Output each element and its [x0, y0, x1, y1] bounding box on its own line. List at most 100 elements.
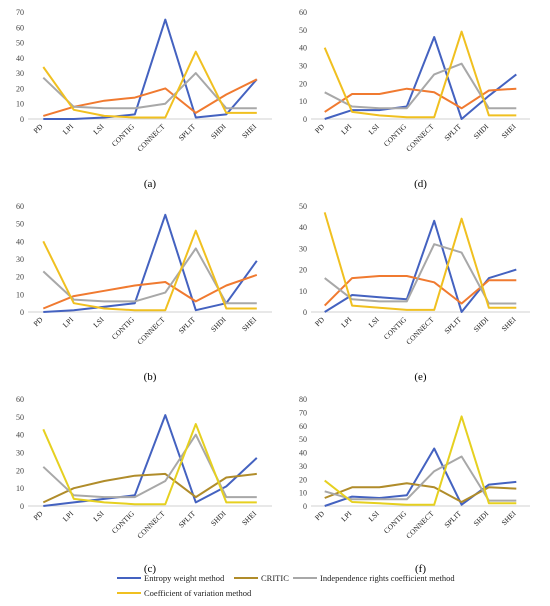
- y-tick-label: 30: [299, 462, 307, 471]
- x-tick-label: CONNECT: [404, 315, 436, 347]
- legend-label: Entropy weight method: [144, 573, 225, 583]
- x-tick-label: SHEI: [240, 315, 259, 334]
- y-tick-label: 0: [20, 502, 24, 511]
- x-tick-label: PD: [313, 315, 327, 329]
- x-tick-label: PD: [32, 122, 46, 136]
- series-line: [42, 50, 257, 119]
- y-tick-label: 50: [16, 39, 24, 48]
- x-tick-label: LSI: [367, 315, 382, 330]
- series-line: [42, 273, 258, 310]
- x-tick-label: SPLIT: [177, 315, 198, 336]
- x-tick-label: SPLIT: [442, 122, 463, 143]
- x-tick-label: SHEI: [500, 122, 519, 141]
- series-line: [42, 72, 257, 110]
- series-line: [42, 423, 257, 506]
- y-tick-label: 70: [299, 408, 307, 417]
- x-tick-label: SPLIT: [177, 509, 198, 530]
- y-tick-label: 20: [16, 273, 24, 282]
- x-tick-label: LSI: [367, 122, 382, 137]
- y-tick-label: 70: [16, 8, 24, 17]
- y-tick-label: 10: [299, 287, 307, 296]
- y-tick-label: 10: [299, 489, 307, 498]
- x-tick-label: LPI: [339, 315, 354, 330]
- panel-label: (c): [144, 563, 157, 575]
- series-line: [42, 229, 257, 312]
- y-tick-label: 0: [20, 115, 24, 124]
- y-tick-label: 0: [303, 115, 307, 124]
- y-tick-label: 30: [16, 449, 24, 458]
- y-tick-label: 10: [299, 97, 307, 106]
- series-line: [43, 78, 258, 117]
- y-tick-label: 40: [299, 223, 307, 232]
- panel-label: (d): [414, 178, 427, 190]
- x-tick-label: LPI: [339, 509, 354, 524]
- x-tick-label: CONNECT: [135, 315, 167, 347]
- y-tick-label: 30: [299, 62, 307, 71]
- series-line: [323, 212, 517, 311]
- x-tick-label: LPI: [339, 122, 354, 137]
- x-tick-label: CONNECT: [404, 122, 436, 154]
- y-tick-label: 60: [16, 23, 24, 32]
- x-tick-label: CONTIG: [382, 315, 409, 342]
- y-tick-label: 40: [16, 431, 24, 440]
- panel-label: (e): [414, 371, 427, 383]
- x-tick-label: SPLIT: [177, 122, 198, 143]
- y-tick-label: 40: [299, 44, 307, 53]
- legend: Entropy weight method CRITIC Independence …: [117, 573, 455, 598]
- y-tick-label: 10: [16, 100, 24, 109]
- y-tick-label: 60: [299, 8, 307, 17]
- y-tick-label: 50: [299, 26, 307, 35]
- y-tick-label: 30: [16, 255, 24, 264]
- x-tick-label: CONTIG: [382, 122, 409, 149]
- x-tick-label: SPLIT: [442, 509, 463, 530]
- x-tick-label: CONTIG: [110, 315, 137, 342]
- x-tick-label: PD: [32, 509, 46, 523]
- y-tick-label: 10: [16, 484, 24, 493]
- x-tick-label: SPLIT: [442, 315, 463, 336]
- x-tick-label: SHEI: [240, 122, 259, 141]
- y-tick-label: 50: [16, 413, 24, 422]
- x-tick-label: PD: [313, 122, 327, 136]
- y-tick-label: 80: [299, 395, 307, 404]
- y-tick-label: 60: [299, 422, 307, 431]
- x-tick-label: SHDI: [472, 122, 491, 141]
- series-line: [324, 219, 517, 313]
- series-line: [42, 472, 257, 504]
- x-tick-label: LPI: [61, 315, 76, 330]
- x-tick-label: SHDI: [472, 509, 491, 528]
- series-line: [43, 213, 258, 313]
- series-line: [324, 415, 517, 506]
- x-tick-label: SHEI: [500, 315, 519, 334]
- x-tick-label: CONNECT: [404, 509, 436, 541]
- x-tick-label: CONTIG: [382, 509, 409, 536]
- y-tick-label: 0: [20, 308, 24, 317]
- panel-label: (f): [415, 563, 426, 575]
- y-tick-label: 60: [16, 395, 24, 404]
- legend-label: Coefficient of variation method: [144, 588, 252, 598]
- panel-label: (b): [144, 371, 157, 383]
- x-tick-label: SHDI: [209, 122, 228, 141]
- x-tick-label: LSI: [367, 509, 382, 524]
- y-tick-label: 30: [299, 244, 307, 253]
- series-line: [43, 18, 258, 120]
- y-tick-label: 20: [299, 475, 307, 484]
- y-tick-label: 50: [299, 202, 307, 211]
- x-tick-label: SHEI: [240, 509, 259, 528]
- y-tick-label: 20: [16, 466, 24, 475]
- legend-label: CRITIC: [261, 573, 289, 583]
- y-tick-label: 50: [16, 220, 24, 229]
- x-tick-label: CONNECT: [135, 122, 167, 154]
- y-tick-label: 10: [16, 290, 24, 299]
- x-tick-label: SHDI: [209, 509, 228, 528]
- y-tick-label: 20: [299, 79, 307, 88]
- x-tick-label: CONTIG: [110, 509, 137, 536]
- x-tick-label: LSI: [91, 509, 106, 524]
- x-tick-label: LPI: [61, 122, 76, 137]
- x-tick-label: SHDI: [209, 315, 228, 334]
- x-tick-label: CONTIG: [110, 122, 137, 149]
- series-line: [323, 30, 517, 119]
